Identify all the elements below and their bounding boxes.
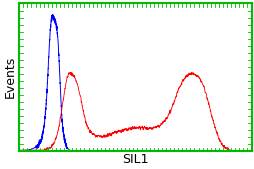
Y-axis label: Events: Events <box>4 56 17 98</box>
X-axis label: SIL1: SIL1 <box>122 153 148 165</box>
